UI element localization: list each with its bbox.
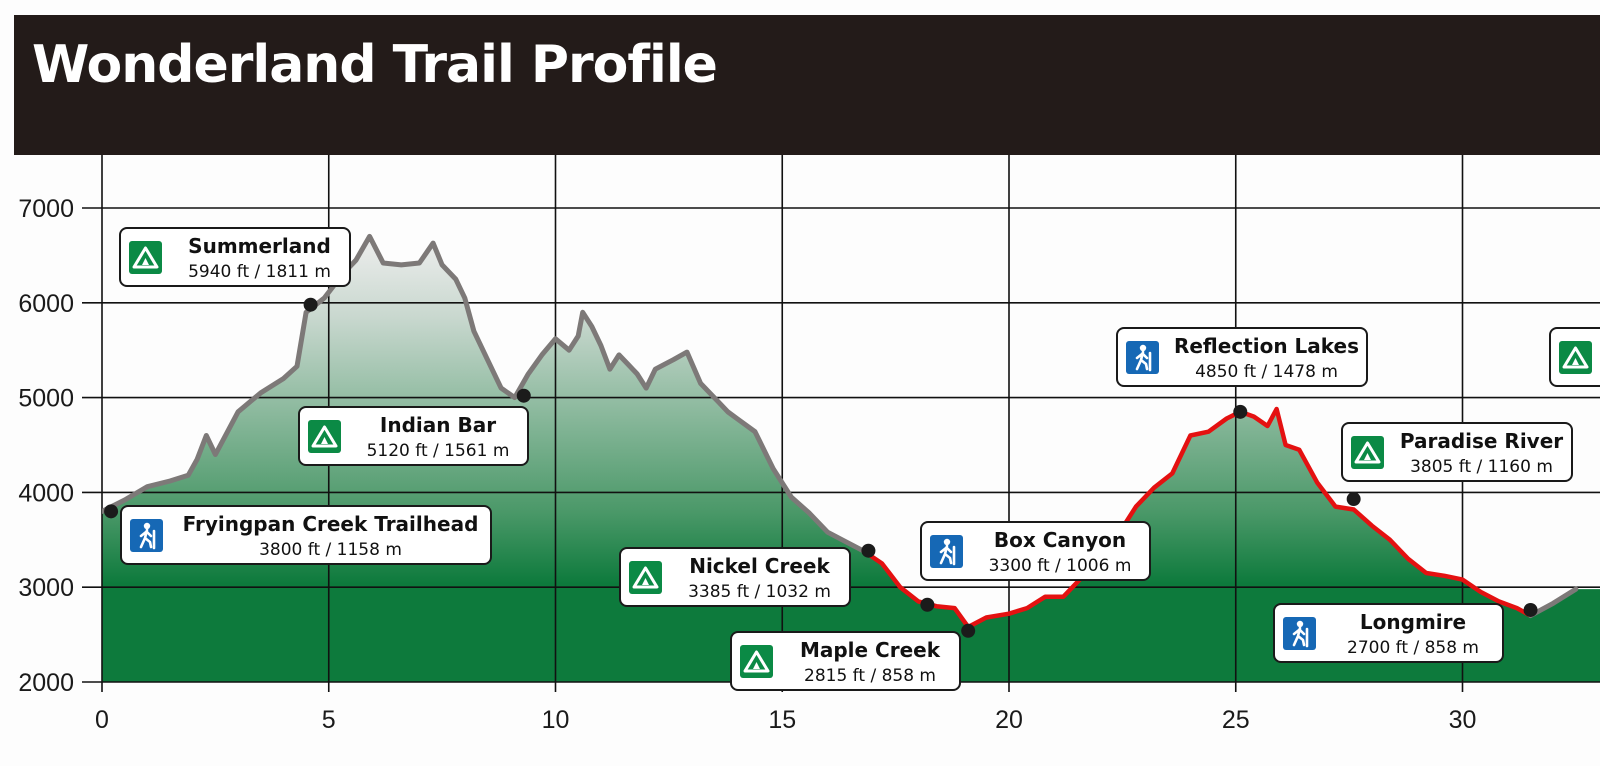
elevation-area-layer	[102, 236, 1600, 682]
callout-elevation: 5940 ft / 1811 m	[188, 262, 331, 282]
callout-elevation: 3800 ft / 1158 m	[259, 540, 402, 560]
callout-name: Nickel Creek	[689, 554, 830, 578]
waypoint-dot	[1523, 602, 1538, 617]
callout-box	[730, 631, 961, 691]
callout-box	[120, 505, 492, 565]
trail-segment-red	[861, 406, 1533, 630]
hiker-icon	[930, 535, 963, 568]
callout-layer: Summerland 5940 ft / 1811 m Indian Bar 5120…	[119, 227, 1600, 691]
tent-icon	[629, 561, 662, 594]
x-tick-label: 20	[995, 706, 1023, 734]
callout-name: Indian Bar	[380, 413, 496, 437]
x-tick-label: 15	[768, 706, 796, 734]
waypoint-dot	[1346, 492, 1361, 507]
callout-box	[1341, 422, 1573, 482]
tent-icon	[1559, 341, 1592, 374]
waypoint-callout: Paradise River 3805 ft / 1160 m	[1341, 422, 1573, 482]
tent-icon	[308, 420, 341, 453]
callout-elevation: 3300 ft / 1006 m	[989, 556, 1132, 576]
x-tick-label: 10	[542, 706, 570, 734]
y-tick-label: 6000	[18, 290, 74, 318]
callout-box	[920, 521, 1151, 581]
callout-elevation: 3385 ft / 1032 m	[688, 582, 831, 602]
hiker-icon	[1283, 617, 1316, 650]
waypoint-callout: Box Canyon 3300 ft / 1006 m	[920, 521, 1151, 581]
waypoint-dot	[104, 504, 119, 519]
y-tick-label: 5000	[18, 385, 74, 413]
callout-name: Summerland	[188, 234, 331, 258]
callout-name: Fryingpan Creek Trailhead	[183, 512, 479, 536]
trail-segment-gray	[102, 233, 867, 554]
waypoint-dot	[303, 297, 318, 312]
elevation-area	[102, 236, 1600, 682]
waypoint-callout: Nickel Creek 3385 ft / 1032 m	[619, 547, 851, 607]
waypoint-callout: Reflection Lakes 4850 ft / 1478 m	[1116, 327, 1368, 387]
trail-segment-gray	[1528, 586, 1579, 619]
hiker-icon	[130, 519, 163, 552]
y-tick-label: 3000	[18, 574, 74, 602]
callout-name: Paradise River	[1400, 429, 1563, 453]
waypoint-layer	[104, 297, 1538, 638]
tent-icon	[1351, 436, 1384, 469]
callout-box	[298, 406, 529, 466]
callout-elevation: 2815 ft / 858 m	[804, 666, 936, 686]
x-tick-label: 30	[1449, 706, 1477, 734]
waypoint-dot	[1233, 404, 1248, 419]
y-tick-label: 7000	[18, 195, 74, 223]
callout-elevation: 3805 ft / 1160 m	[1410, 457, 1553, 477]
callout-box	[119, 227, 351, 287]
tent-icon	[740, 645, 773, 678]
callout-name: Box Canyon	[994, 528, 1126, 552]
y-tick-label: 4000	[18, 479, 74, 507]
waypoint-dot	[516, 388, 531, 403]
y-tick-label: 2000	[18, 669, 74, 697]
callout-box	[1273, 603, 1504, 663]
waypoint-dot	[920, 597, 935, 612]
x-tick-label: 5	[322, 706, 336, 734]
waypoint-callout: Indian Bar 5120 ft / 1561 m	[298, 406, 529, 466]
callout-name: Longmire	[1360, 610, 1466, 634]
callout-elevation: 2700 ft / 858 m	[1347, 638, 1479, 658]
trail-line-layer	[102, 233, 1579, 630]
callout-box	[619, 547, 851, 607]
waypoint-callout	[1549, 327, 1600, 387]
page-title: Wonderland Trail Profile	[32, 35, 718, 95]
waypoint-dot	[961, 623, 976, 638]
callout-elevation: 4850 ft / 1478 m	[1195, 362, 1338, 382]
callout-box	[1116, 327, 1368, 387]
waypoint-callout: Fryingpan Creek Trailhead 3800 ft / 1158 …	[120, 505, 492, 565]
axis-layer: 2000 3000 4000 5000 6000 7000 0 5 10 15 20 25 30	[18, 195, 1476, 734]
waypoint-callout: Longmire 2700 ft / 858 m	[1273, 603, 1504, 663]
hiker-icon	[1126, 341, 1159, 374]
callout-name: Reflection Lakes	[1174, 334, 1359, 358]
waypoint-callout: Summerland 5940 ft / 1811 m	[119, 227, 351, 287]
waypoint-callout: Maple Creek 2815 ft / 858 m	[730, 631, 961, 691]
x-tick-label: 25	[1222, 706, 1250, 734]
waypoint-dot	[861, 543, 876, 558]
callout-name: Maple Creek	[800, 638, 941, 662]
header-bar: Wonderland Trail Profile	[14, 15, 1600, 155]
tent-icon	[129, 241, 162, 274]
callout-elevation: 5120 ft / 1561 m	[367, 441, 510, 461]
x-tick-label: 0	[95, 706, 109, 734]
